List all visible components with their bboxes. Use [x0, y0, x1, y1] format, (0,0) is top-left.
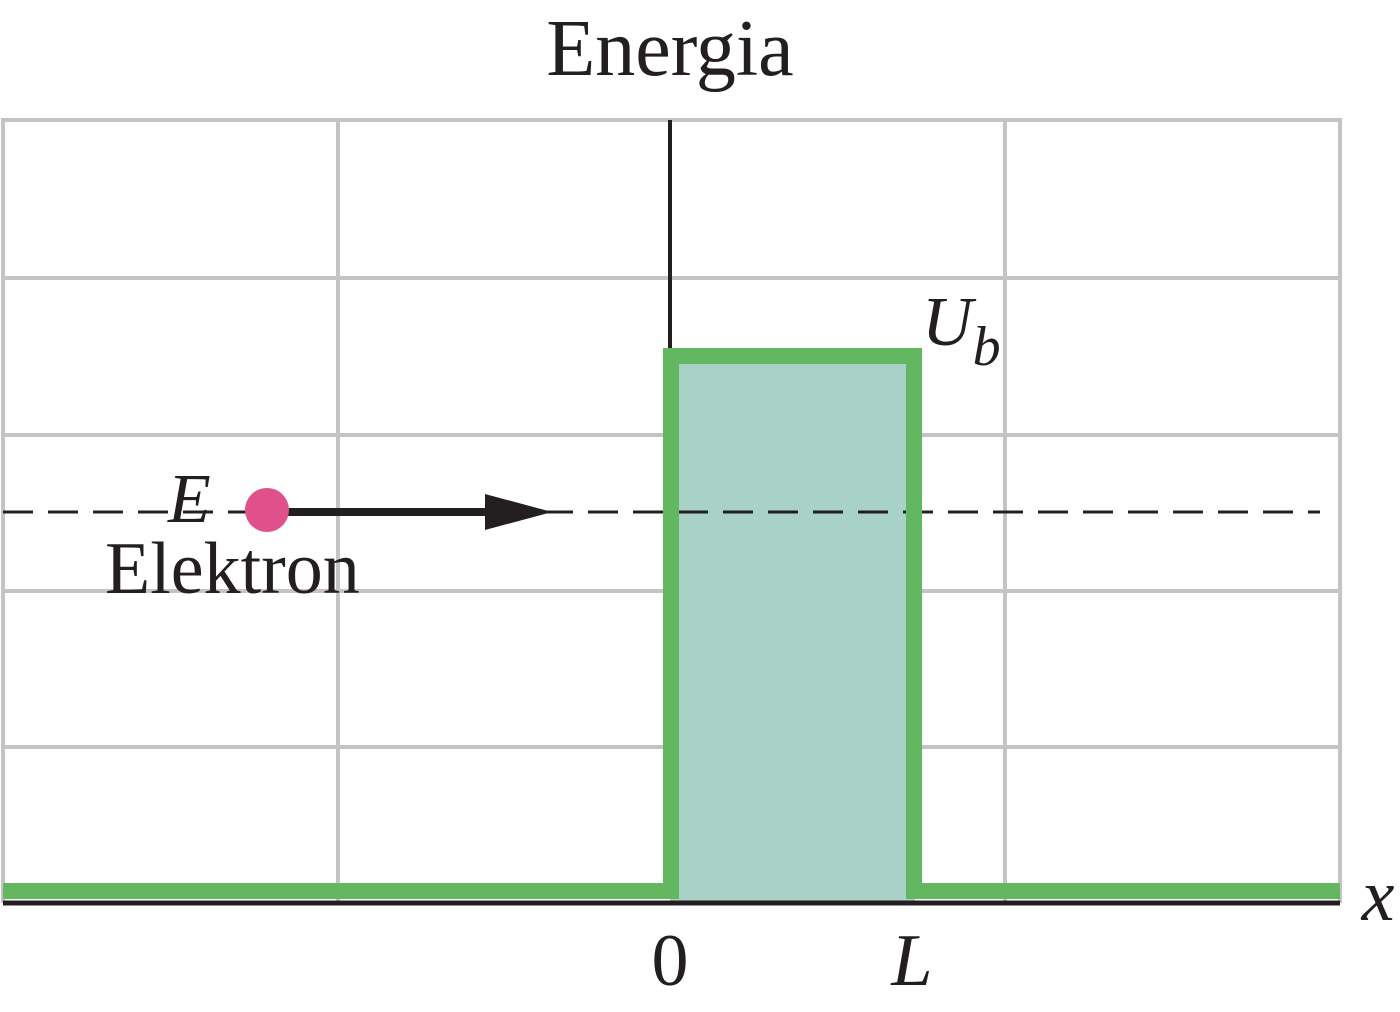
arrow-head [485, 494, 552, 530]
title: Energia [546, 5, 793, 93]
potential [3, 348, 1340, 899]
energy-label: E [167, 461, 211, 538]
barrier-label: Ub [922, 284, 1001, 378]
barrier-sub: b [973, 316, 1001, 378]
particle-label: Elektron [105, 528, 360, 610]
origin-label: 0 [652, 920, 689, 1002]
electron [245, 488, 289, 532]
axis-label: x [1361, 855, 1395, 937]
barrier-fill [670, 356, 915, 903]
width-label: L [890, 920, 932, 1002]
barrier-main: U [922, 284, 977, 361]
